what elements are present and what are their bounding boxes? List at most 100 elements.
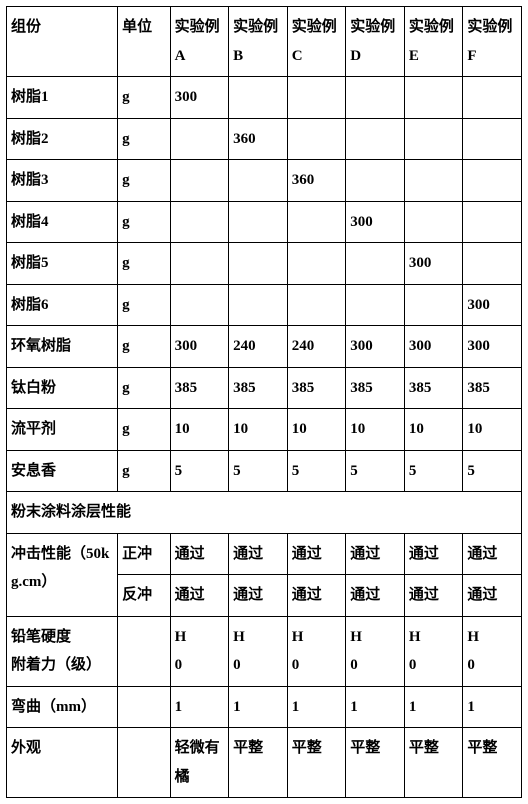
cell: 300 bbox=[170, 326, 229, 368]
cell: 1 bbox=[346, 686, 405, 728]
row-unit: g bbox=[118, 326, 171, 368]
cell bbox=[287, 284, 346, 326]
cell: 240 bbox=[229, 326, 288, 368]
cell bbox=[229, 243, 288, 285]
adhesion-label: 附着力（级） bbox=[11, 651, 113, 680]
cell bbox=[170, 118, 229, 160]
table-row: 环氧树脂g300240240300300300 bbox=[7, 326, 522, 368]
cell bbox=[463, 201, 522, 243]
cell: 平整 bbox=[346, 728, 405, 798]
cell: 300 bbox=[404, 326, 463, 368]
cell bbox=[118, 616, 171, 686]
cell: 通过 bbox=[346, 575, 405, 617]
cell: 300 bbox=[170, 77, 229, 119]
cell: 385 bbox=[229, 367, 288, 409]
val: 0 bbox=[350, 651, 400, 680]
val: H bbox=[292, 623, 342, 652]
row-unit: g bbox=[118, 367, 171, 409]
cell: 通过 bbox=[287, 533, 346, 575]
cell: H0 bbox=[463, 616, 522, 686]
table-row: 树脂3g360 bbox=[7, 160, 522, 202]
cell bbox=[287, 201, 346, 243]
cell bbox=[463, 160, 522, 202]
cell bbox=[404, 118, 463, 160]
cell: 1 bbox=[287, 686, 346, 728]
cell: 平整 bbox=[463, 728, 522, 798]
cell: 通过 bbox=[287, 575, 346, 617]
cell: 通过 bbox=[463, 575, 522, 617]
cell bbox=[170, 284, 229, 326]
cell: 5 bbox=[404, 450, 463, 492]
row-unit: g bbox=[118, 450, 171, 492]
row-name: 树脂5 bbox=[7, 243, 118, 285]
table-row: 树脂4g300 bbox=[7, 201, 522, 243]
val: 0 bbox=[233, 651, 283, 680]
table-row: 树脂5g300 bbox=[7, 243, 522, 285]
table-row: 安息香g555555 bbox=[7, 450, 522, 492]
row-name: 树脂4 bbox=[7, 201, 118, 243]
cell: 385 bbox=[287, 367, 346, 409]
cell: 10 bbox=[229, 409, 288, 451]
cell bbox=[170, 243, 229, 285]
header-exp-c: 实验例C bbox=[287, 7, 346, 77]
appearance-label: 外观 bbox=[7, 728, 118, 798]
cell: 300 bbox=[346, 326, 405, 368]
row-unit: g bbox=[118, 201, 171, 243]
row-name: 环氧树脂 bbox=[7, 326, 118, 368]
row-unit: g bbox=[118, 284, 171, 326]
row-name: 树脂3 bbox=[7, 160, 118, 202]
cell: 通过 bbox=[170, 575, 229, 617]
row-name: 树脂6 bbox=[7, 284, 118, 326]
cell: 1 bbox=[463, 686, 522, 728]
cell bbox=[229, 77, 288, 119]
cell: H0 bbox=[404, 616, 463, 686]
bend-row: 弯曲（mm） 1 1 1 1 1 1 bbox=[7, 686, 522, 728]
header-row: 组份 单位 实验例A 实验例B 实验例C 实验例D 实验例E 实验例F bbox=[7, 7, 522, 77]
cell: 通过 bbox=[346, 533, 405, 575]
cell bbox=[346, 77, 405, 119]
cell: 385 bbox=[404, 367, 463, 409]
section-header: 粉末涂料涂层性能 bbox=[7, 492, 522, 534]
cell: H0 bbox=[287, 616, 346, 686]
cell: 10 bbox=[463, 409, 522, 451]
table-row: 树脂2g360 bbox=[7, 118, 522, 160]
cell: 5 bbox=[287, 450, 346, 492]
experiment-table: 组份 单位 实验例A 实验例B 实验例C 实验例D 实验例E 实验例F 树脂1g… bbox=[6, 6, 522, 798]
cell bbox=[229, 160, 288, 202]
cell bbox=[404, 201, 463, 243]
cell: 通过 bbox=[170, 533, 229, 575]
row-name: 树脂2 bbox=[7, 118, 118, 160]
cell: 10 bbox=[287, 409, 346, 451]
header-exp-b: 实验例B bbox=[229, 7, 288, 77]
table-row: 流平剂g101010101010 bbox=[7, 409, 522, 451]
cell: 1 bbox=[229, 686, 288, 728]
cell: 通过 bbox=[463, 533, 522, 575]
cell: 轻微有橘 bbox=[170, 728, 229, 798]
cell bbox=[404, 284, 463, 326]
cell: 385 bbox=[346, 367, 405, 409]
cell: 1 bbox=[404, 686, 463, 728]
val: H bbox=[409, 623, 459, 652]
cell bbox=[346, 118, 405, 160]
cell bbox=[287, 243, 346, 285]
val: H bbox=[233, 623, 283, 652]
impact-forward-row: 冲击性能（50kg.cm） 正冲 通过 通过 通过 通过 通过 通过 bbox=[7, 533, 522, 575]
cell bbox=[463, 118, 522, 160]
cell: 385 bbox=[170, 367, 229, 409]
pencil-adhesion-row: 铅笔硬度 附着力（级） H0 H0 H0 H0 H0 H0 bbox=[7, 616, 522, 686]
cell bbox=[170, 201, 229, 243]
cell bbox=[404, 77, 463, 119]
cell bbox=[118, 728, 171, 798]
cell bbox=[463, 77, 522, 119]
header-exp-a: 实验例A bbox=[170, 7, 229, 77]
pencil-adhesion-label: 铅笔硬度 附着力（级） bbox=[7, 616, 118, 686]
cell: 通过 bbox=[229, 533, 288, 575]
header-exp-e: 实验例E bbox=[404, 7, 463, 77]
bend-label: 弯曲（mm） bbox=[7, 686, 118, 728]
cell: 通过 bbox=[404, 575, 463, 617]
cell: 240 bbox=[287, 326, 346, 368]
val: 0 bbox=[292, 651, 342, 680]
table-row: 钛白粉g385385385385385385 bbox=[7, 367, 522, 409]
val: H bbox=[350, 623, 400, 652]
row-name: 流平剂 bbox=[7, 409, 118, 451]
